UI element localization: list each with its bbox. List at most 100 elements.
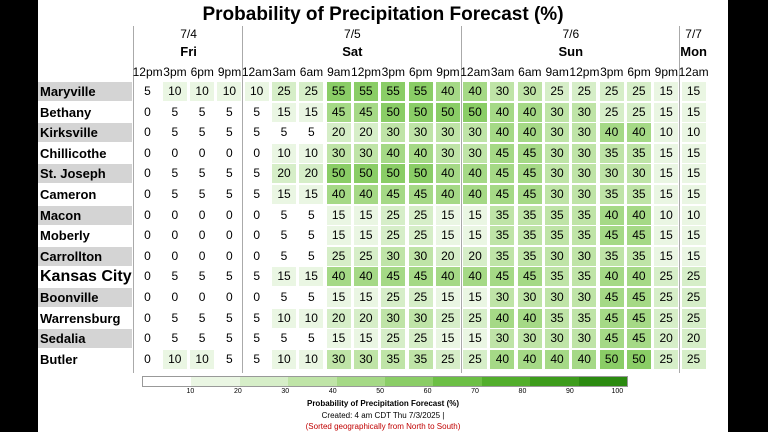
- forecast-cell: 35: [626, 185, 651, 204]
- forecast-cell: 15: [654, 226, 679, 246]
- time-label: 3pm: [381, 65, 405, 79]
- forecast-cell: 30: [463, 123, 488, 143]
- forecast-cell: 35: [572, 205, 597, 225]
- day-name: Fri: [180, 44, 197, 59]
- forecast-cell: 20: [299, 164, 324, 184]
- forecast-cell: 35: [408, 349, 433, 369]
- forecast-cell: 15: [299, 102, 324, 122]
- forecast-cell: 15: [353, 226, 378, 246]
- forecast-cell: 40: [545, 349, 569, 369]
- forecast-cell: 5: [272, 288, 296, 307]
- forecast-cell: 15: [654, 143, 679, 163]
- forecast-cell: 35: [626, 246, 651, 266]
- forecast-cell: 5: [244, 329, 269, 349]
- forecast-cell: 30: [545, 185, 569, 204]
- color-scale-tick: 50: [376, 388, 385, 395]
- forecast-cell: 35: [490, 246, 515, 266]
- forecast-cell: 40: [435, 267, 460, 287]
- color-scale-segment: [433, 377, 483, 386]
- location-label: St. Joseph: [38, 164, 132, 184]
- forecast-cell: 50: [626, 349, 651, 369]
- time-label: 9pm: [217, 65, 242, 79]
- forecast-cell: 5: [190, 123, 215, 143]
- time-label: 6am: [299, 65, 324, 79]
- forecast-cell: 15: [654, 185, 679, 204]
- location-label: Kirksville: [38, 123, 132, 143]
- forecast-cell: 35: [381, 349, 406, 369]
- forecast-cell: 45: [381, 267, 406, 287]
- forecast-cell: 15: [272, 267, 296, 287]
- forecast-cell: 25: [654, 267, 679, 287]
- forecast-cell: 15: [326, 226, 351, 246]
- forecast-cell: 5: [272, 205, 296, 225]
- forecast-cell: 30: [463, 143, 488, 163]
- forecast-cell: 30: [435, 123, 460, 143]
- forecast-cell: 0: [217, 246, 242, 266]
- forecast-cell: 5: [135, 82, 160, 101]
- forecast-cell: 30: [326, 349, 351, 369]
- forecast-cell: 15: [654, 164, 679, 184]
- forecast-cell: 45: [490, 164, 515, 184]
- forecast-cell: 15: [681, 143, 706, 163]
- forecast-cell: 35: [490, 226, 515, 246]
- forecast-cell: 25: [545, 82, 569, 101]
- forecast-cell: 5: [190, 164, 215, 184]
- forecast-cell: 45: [408, 185, 433, 204]
- forecast-cell: 40: [490, 123, 515, 143]
- forecast-cell: 35: [572, 226, 597, 246]
- forecast-cell: 30: [381, 246, 406, 266]
- forecast-cell: 5: [299, 246, 324, 266]
- time-label: 3pm: [163, 65, 187, 79]
- forecast-cell: 5: [299, 329, 324, 349]
- forecast-cell: 10: [272, 143, 296, 163]
- forecast-cell: 30: [545, 246, 569, 266]
- time-label: 12pm: [569, 65, 600, 79]
- forecast-cell: 25: [654, 288, 679, 307]
- forecast-cell: 15: [435, 329, 460, 349]
- forecast-cell: 25: [463, 308, 488, 328]
- forecast-cell: 25: [435, 308, 460, 328]
- forecast-cell: 50: [408, 164, 433, 184]
- forecast-cell: 30: [572, 185, 597, 204]
- forecast-cell: 50: [326, 164, 351, 184]
- forecast-cell: 45: [490, 267, 515, 287]
- forecast-cell: 45: [381, 185, 406, 204]
- forecast-cell: 30: [408, 308, 433, 328]
- forecast-cell: 30: [408, 246, 433, 266]
- color-scale-segment: [143, 377, 192, 386]
- location-label: Maryville: [38, 82, 132, 101]
- forecast-cell: 50: [381, 164, 406, 184]
- forecast-cell: 5: [299, 226, 324, 246]
- forecast-cell: 30: [435, 143, 460, 163]
- chart-panel: Probability of Precipitation Forecast (%…: [38, 0, 728, 432]
- forecast-cell: 0: [244, 288, 269, 307]
- forecast-cell: 15: [272, 185, 296, 204]
- location-label: Bethany: [38, 102, 132, 122]
- forecast-cell: 25: [272, 82, 296, 101]
- forecast-cell: 5: [272, 226, 296, 246]
- forecast-cell: 40: [599, 205, 624, 225]
- forecast-cell: 10: [299, 308, 324, 328]
- day-name: Sat: [342, 44, 363, 59]
- time-label: 9am: [327, 65, 351, 79]
- forecast-cell: 5: [244, 267, 269, 287]
- forecast-cell: 50: [435, 102, 460, 122]
- forecast-cell: 10: [299, 349, 324, 369]
- forecast-cell: 35: [545, 308, 569, 328]
- forecast-cell: 15: [654, 246, 679, 266]
- forecast-cell: 10: [244, 82, 269, 101]
- forecast-cell: 0: [135, 267, 160, 287]
- forecast-cell: 50: [408, 102, 433, 122]
- time-label: 9pm: [654, 65, 678, 79]
- forecast-cell: 55: [408, 82, 433, 101]
- color-scale-segment: [481, 377, 531, 386]
- forecast-cell: 30: [626, 164, 651, 184]
- forecast-cell: 15: [654, 102, 679, 122]
- forecast-cell: 25: [626, 82, 651, 101]
- forecast-cell: 25: [408, 288, 433, 307]
- forecast-cell: 5: [217, 185, 242, 204]
- time-label: 12am: [460, 65, 491, 79]
- forecast-cell: 45: [408, 267, 433, 287]
- forecast-cell: 25: [599, 102, 624, 122]
- forecast-cell: 40: [353, 185, 378, 204]
